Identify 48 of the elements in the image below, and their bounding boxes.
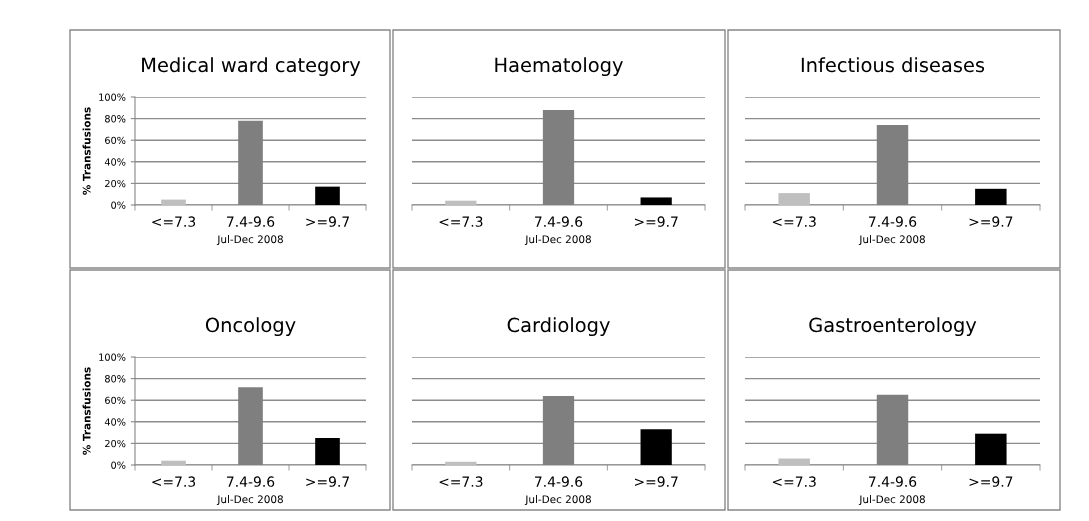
x-axis-title: Jul-Dec 2008 [216,235,283,246]
x-tick-label: <=7.3 [152,476,196,487]
chart-title: Cardiology [507,317,610,337]
chart-title: Haematology [495,57,623,77]
y-tick-label: 40% [104,158,126,166]
x-tick-label: >=9.7 [634,216,678,227]
x-axis-title: Jul-Dec 2008 [524,235,591,246]
y-tick-label: 0% [111,461,126,469]
x-tick-label: >=9.7 [969,216,1013,227]
x-axis-title: Jul-Dec 2008 [524,495,591,506]
bar [315,438,340,465]
x-tick-label: <=7.3 [772,216,816,227]
bar [315,186,340,205]
chart-title: Infectious diseases [801,57,985,73]
x-tick-label: <=7.3 [439,476,483,487]
chart-title: Oncology [205,317,296,337]
x-tick-label: 7.4-9.6 [869,216,917,227]
x-axis-title: Jul-Dec 2008 [858,495,925,506]
y-tick-label: 100% [99,353,126,361]
x-tick-label: 7.4-9.6 [227,216,275,227]
chart-title: Gastroenterology [809,317,977,337]
bar [161,460,186,465]
x-tick-label: <=7.3 [772,476,816,487]
y-tick-label: 80% [105,375,126,383]
x-tick-label: 7.4-9.6 [869,476,917,487]
y-tick-label: 0% [111,201,126,209]
x-axis-title: Jul-Dec 2008 [858,235,925,246]
x-tick-label: 7.4-9.6 [535,216,583,227]
x-tick-label: >=9.7 [306,216,349,227]
x-axis-title: Jul-Dec 2008 [216,495,283,506]
chart-title: Medical ward category [142,57,361,77]
x-tick-label: >=9.7 [634,476,678,487]
x-tick-label: <=7.3 [152,216,196,227]
x-tick-label: <=7.3 [439,216,483,227]
y-tick-label: 100% [99,93,126,101]
bar [161,199,186,205]
y-axis-title: % Transfusions [82,367,91,455]
y-axis-title: % Transfusions [82,107,91,195]
y-tick-label: 60% [105,396,126,405]
y-tick-label: 40% [104,418,126,426]
x-tick-label: >=9.7 [306,476,349,487]
y-tick-label: 80% [105,115,126,123]
x-tick-label: 7.4-9.6 [227,476,275,487]
x-tick-label: >=9.7 [969,476,1013,487]
y-tick-label: 20% [105,179,126,188]
x-tick-label: 7.4-9.6 [535,476,583,487]
y-tick-label: 60% [105,136,126,145]
y-tick-label: 20% [105,439,126,448]
